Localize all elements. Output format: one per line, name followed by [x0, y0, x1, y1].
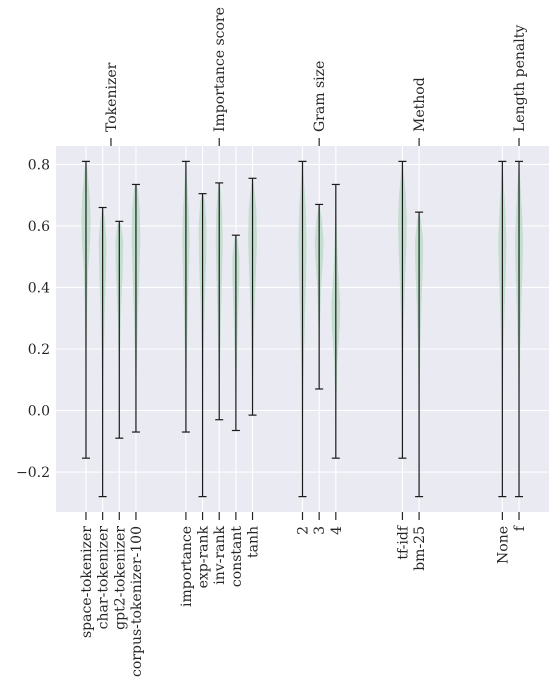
y-tick-label: 0.2 [28, 342, 50, 358]
x-axis: space-tokenizer char-tokenizer gpt2-tokeni… [79, 512, 528, 677]
y-axis: −0.2 0.0 0.2 0.4 0.6 0.8 [16, 157, 50, 481]
x-tick-label: constant [229, 526, 245, 587]
y-tick-label: −0.2 [16, 465, 50, 481]
group-label: Tokenizer [104, 62, 120, 132]
group-axis: Tokenizer Importance score Gram size Method… [104, 7, 528, 146]
y-tick-label: 0.6 [28, 219, 50, 235]
x-tick-label: f [512, 524, 528, 531]
group-label: Method [412, 77, 428, 132]
x-tick-label: 3 [312, 526, 328, 535]
x-tick-label: char-tokenizer [96, 526, 112, 630]
x-tick-label: gpt2-tokenizer [112, 526, 128, 630]
x-tick-label: inv-rank [212, 525, 228, 584]
group-label: Gram size [312, 61, 328, 132]
x-tick-label: exp-rank [196, 525, 212, 588]
x-tick-label: tanh [246, 526, 262, 558]
x-tick-label: bm-25 [412, 526, 428, 571]
x-tick-label: space-tokenizer [79, 526, 95, 638]
x-tick-label: 2 [296, 526, 312, 535]
y-tick-label: 0.0 [28, 404, 50, 420]
x-tick-label: 4 [329, 526, 345, 535]
violins [81, 160, 524, 498]
x-tick-label: tf-idf [395, 524, 411, 559]
y-tick-label: 0.8 [28, 157, 50, 173]
x-tick-label: None [495, 526, 511, 564]
group-label: Importance score [212, 7, 228, 132]
x-tick-label: importance [179, 526, 195, 607]
x-tick-label: corpus-tokenizer-100 [129, 526, 145, 677]
y-tick-label: 0.4 [28, 280, 50, 296]
group-label: Length penalty [512, 25, 528, 132]
